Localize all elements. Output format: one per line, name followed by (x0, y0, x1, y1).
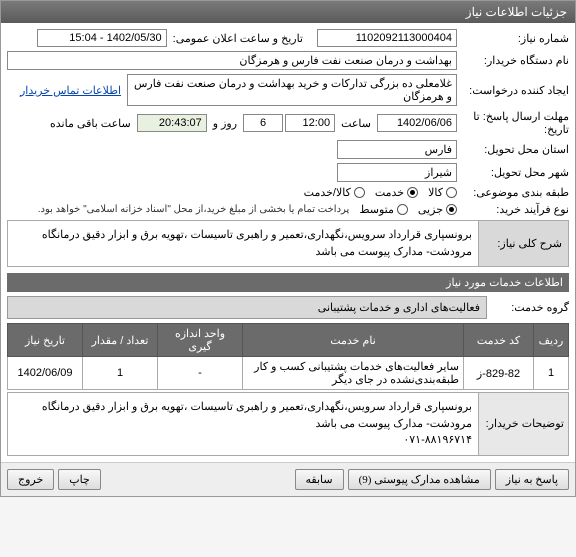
buyer-notes-label: توضیحات خریدار: (478, 393, 568, 455)
contact-link[interactable]: اطلاعات تماس خریدار (20, 84, 121, 97)
summary-text: برونسپاری قرارداد سرویس،نگهداری،تعمیر و … (8, 221, 478, 266)
radio-both-label: کالا/خدمت (304, 186, 351, 199)
buyer-notes-box: توضیحات خریدار: برونسپاری قرارداد سرویس،… (7, 392, 569, 456)
th-qty: تعداد / مقدار (83, 324, 158, 357)
history-button[interactable]: سابقه (295, 469, 344, 490)
deadline-time: 12:00 (285, 114, 335, 132)
pub-dt-label: تاریخ و ساعت اعلان عمومی: (169, 32, 307, 45)
footer-bar: پاسخ به نیاز مشاهده مدارک پیوستی (9) ساب… (1, 462, 575, 496)
org-label: نام دستگاه خریدار: (459, 54, 569, 67)
subject-type-radios: کالا خدمت کالا/خدمت (304, 186, 457, 199)
city-value: شیراز (337, 163, 457, 182)
cell-code: 829-82-ز (464, 357, 534, 390)
radio-goods[interactable] (446, 187, 457, 198)
radio-minor-label: جزیی (418, 203, 443, 216)
th-unit: واحد اندازه گیری (158, 324, 243, 357)
details-window: جزئیات اطلاعات نیاز شماره نیاز: 11020921… (0, 0, 576, 497)
radio-medium[interactable] (397, 204, 408, 215)
th-row: ردیف (534, 324, 569, 357)
province-label: استان محل تحویل: (459, 143, 569, 156)
table-row[interactable]: 1 829-82-ز سایر فعالیت‌های خدمات پشتیبان… (8, 357, 569, 390)
service-info-header: اطلاعات خدمات مورد نیاز (7, 273, 569, 292)
window-titlebar: جزئیات اطلاعات نیاز (1, 1, 575, 23)
th-date: تاریخ نیاز (8, 324, 83, 357)
need-no-value: 1102092113000404 (317, 29, 457, 47)
deadline-date: 1402/06/06 (377, 114, 457, 132)
buyer-notes-body: برونسپاری قرارداد سرویس،نگهداری،تعمیر و … (8, 393, 478, 455)
deadline-label: مهلت ارسال پاسخ: تا تاریخ: (459, 110, 569, 136)
th-code: کد خدمت (464, 324, 534, 357)
reply-button[interactable]: پاسخ به نیاز (495, 469, 569, 490)
creator-value: غلامعلی ده بزرگی تدارکات و خرید بهداشت و… (127, 74, 457, 106)
org-value: بهداشت و درمان صنعت نفت فارس و هرمزگان (7, 51, 457, 70)
summary-box: شرح کلی نیاز: برونسپاری قرارداد سرویس،نگ… (7, 220, 569, 267)
radio-both[interactable] (354, 187, 365, 198)
cell-unit: - (158, 357, 243, 390)
subject-type-label: طبقه بندی موضوعی: (459, 186, 569, 199)
radio-minor[interactable] (446, 204, 457, 215)
buyer-notes-phone: ۰۷۱-۸۸۱۹۶۷۱۴ (403, 434, 472, 446)
proc-note: پرداخت تمام یا بخشی از مبلغ خرید،از محل … (38, 204, 350, 215)
service-table: ردیف کد خدمت نام خدمت واحد اندازه گیری ت… (7, 323, 569, 390)
radio-service-label: خدمت (375, 186, 404, 199)
creator-label: ایجاد کننده درخواست: (459, 84, 569, 97)
table-header-row: ردیف کد خدمت نام خدمت واحد اندازه گیری ت… (8, 324, 569, 357)
radio-service[interactable] (407, 187, 418, 198)
summary-label: شرح کلی نیاز: (478, 221, 568, 266)
cell-date: 1402/06/09 (8, 357, 83, 390)
proc-type-radios: جزیی متوسط پرداخت تمام یا بخشی از مبلغ خ… (38, 203, 457, 216)
city-label: شهر محل تحویل: (459, 166, 569, 179)
cell-name: سایر فعالیت‌های خدمات پشتیبانی کسب و کار… (243, 357, 464, 390)
main-panel: شماره نیاز: 1102092113000404 تاریخ و ساع… (1, 23, 575, 462)
pub-dt-value: 1402/05/30 - 15:04 (37, 29, 167, 47)
th-name: نام خدمت (243, 324, 464, 357)
need-no-label: شماره نیاز: (459, 32, 569, 45)
cell-idx: 1 (534, 357, 569, 390)
remain-label: ساعت باقی مانده (46, 117, 135, 130)
group-value: فعالیت‌های اداری و خدمات پشتیبانی (7, 296, 487, 319)
days-count: 6 (243, 114, 283, 132)
cell-qty: 1 (83, 357, 158, 390)
group-label: گروه خدمت: (489, 301, 569, 314)
radio-goods-label: کالا (428, 186, 443, 199)
days-label: روز و (209, 117, 241, 130)
time-label-1: ساعت (337, 117, 375, 130)
remain-time: 20:43:07 (137, 114, 207, 132)
exit-button[interactable]: خروج (7, 469, 54, 490)
attachments-button[interactable]: مشاهده مدارک پیوستی (9) (348, 469, 491, 490)
print-button[interactable]: چاپ (58, 469, 101, 490)
window-title: جزئیات اطلاعات نیاز (466, 5, 567, 19)
buyer-notes-text: برونسپاری قرارداد سرویس،نگهداری،تعمیر و … (42, 401, 472, 430)
province-value: فارس (337, 140, 457, 159)
proc-type-label: نوع فرآیند خرید: (459, 203, 569, 216)
radio-medium-label: متوسط (359, 203, 394, 216)
